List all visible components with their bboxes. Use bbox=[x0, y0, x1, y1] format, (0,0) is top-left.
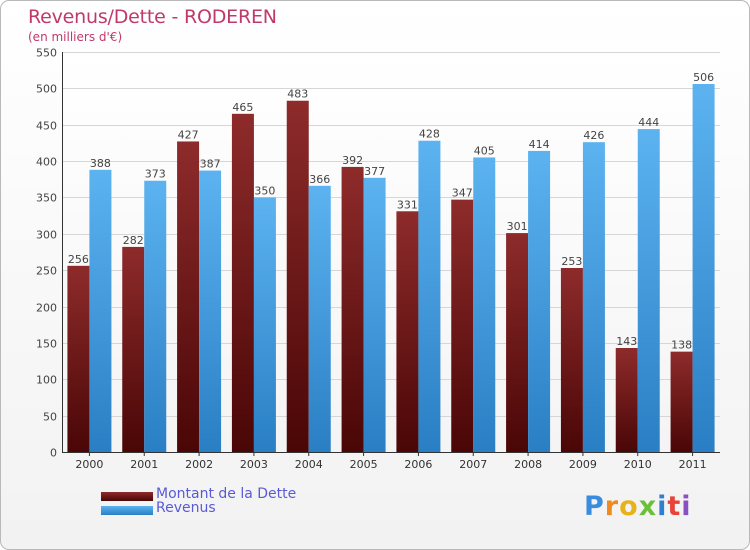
logo-letter: P bbox=[584, 491, 605, 522]
logo-letter: i bbox=[681, 491, 692, 522]
y-tick-label: 500 bbox=[36, 83, 57, 96]
bar-revenue bbox=[199, 170, 222, 452]
plot-background bbox=[62, 52, 720, 452]
bar-debt bbox=[286, 100, 309, 453]
x-tick-label: 2002 bbox=[185, 458, 213, 471]
bar-debt bbox=[231, 113, 254, 453]
data-label-revenue: 506 bbox=[693, 71, 714, 84]
x-tick-label: 2005 bbox=[350, 458, 378, 471]
data-label-revenue: 388 bbox=[90, 157, 111, 170]
bar-revenue bbox=[308, 185, 331, 452]
bar-revenue bbox=[144, 180, 167, 452]
x-tick-label: 2006 bbox=[404, 458, 432, 471]
x-tick-label: 2001 bbox=[130, 458, 158, 471]
data-label-debt: 301 bbox=[507, 220, 528, 233]
legend-label-revenue: Revenus bbox=[156, 500, 216, 516]
logo-letter: o bbox=[619, 491, 639, 522]
y-tick-label: 300 bbox=[36, 229, 57, 242]
bar-debt bbox=[122, 246, 145, 452]
x-tick-label: 2009 bbox=[569, 458, 597, 471]
data-label-revenue: 444 bbox=[638, 116, 659, 129]
bar-debt bbox=[670, 351, 693, 452]
data-label-debt: 138 bbox=[671, 339, 692, 352]
x-tick-label: 2004 bbox=[295, 458, 323, 471]
data-label-revenue: 405 bbox=[474, 144, 495, 157]
y-tick-label: 400 bbox=[36, 156, 57, 169]
bar-debt bbox=[341, 166, 364, 452]
y-tick-label: 100 bbox=[36, 374, 57, 387]
bar-revenue bbox=[637, 129, 660, 452]
x-tick-label: 2003 bbox=[240, 458, 268, 471]
y-tick-label: 550 bbox=[36, 47, 57, 60]
data-label-revenue: 373 bbox=[145, 168, 166, 181]
chart-subtitle: (en milliers d'€) bbox=[28, 30, 123, 44]
bar-revenue bbox=[582, 142, 605, 452]
proxiti-logo: Proxiti bbox=[584, 491, 692, 522]
y-tick-label: 350 bbox=[36, 192, 57, 205]
data-label-debt: 465 bbox=[232, 101, 253, 114]
data-label-debt: 392 bbox=[342, 154, 363, 167]
bar-debt bbox=[451, 199, 474, 452]
y-tick-label: 150 bbox=[36, 338, 57, 351]
bar-debt bbox=[506, 233, 529, 452]
data-label-revenue: 428 bbox=[419, 128, 440, 141]
y-tick-label: 0 bbox=[50, 447, 57, 460]
bar-debt bbox=[560, 268, 583, 452]
bar-revenue bbox=[528, 150, 551, 452]
bar-debt bbox=[177, 141, 200, 453]
data-label-debt: 282 bbox=[123, 234, 144, 247]
bar-revenue bbox=[253, 197, 276, 452]
data-label-debt: 256 bbox=[68, 253, 89, 266]
data-label-revenue: 426 bbox=[583, 129, 604, 142]
x-tick-label: 2011 bbox=[679, 458, 707, 471]
x-tick-label: 2010 bbox=[624, 458, 652, 471]
logo-letter: t bbox=[667, 491, 682, 522]
logo-letter: x bbox=[638, 491, 658, 522]
data-label-debt: 253 bbox=[561, 255, 582, 268]
data-label-debt: 427 bbox=[178, 128, 199, 141]
data-label-debt: 143 bbox=[616, 335, 637, 348]
bars bbox=[67, 84, 715, 453]
bar-debt bbox=[615, 348, 638, 452]
data-label-revenue: 350 bbox=[254, 184, 275, 197]
legend-label-debt: Montant de la Dette bbox=[156, 486, 297, 502]
bar-revenue bbox=[692, 84, 715, 452]
bar-debt bbox=[396, 211, 419, 452]
x-tick-label: 2007 bbox=[459, 458, 487, 471]
axes: 0 50 100 150 200 250 300 350 400 450 500 550 2000 200… bbox=[36, 47, 720, 471]
y-tick-label: 450 bbox=[36, 120, 57, 133]
data-label-revenue: 366 bbox=[309, 173, 330, 186]
data-label-debt: 483 bbox=[287, 88, 308, 101]
grid-lines bbox=[62, 52, 720, 453]
bar-revenue bbox=[418, 140, 441, 452]
chart-title: Revenus/Dette - RODEREN bbox=[28, 6, 277, 28]
legend-swatch-debt bbox=[101, 492, 153, 501]
legend-swatch-revenue bbox=[101, 506, 153, 515]
bar-debt bbox=[67, 265, 90, 452]
data-label-revenue: 387 bbox=[200, 158, 221, 171]
data-label-debt: 347 bbox=[452, 187, 473, 200]
y-tick-label: 250 bbox=[36, 265, 57, 278]
y-tick-label: 200 bbox=[36, 302, 57, 315]
x-tick-label: 2008 bbox=[514, 458, 542, 471]
logo-letter: i bbox=[657, 491, 668, 522]
bar-revenue bbox=[473, 157, 496, 453]
logo-letter: r bbox=[604, 491, 620, 522]
data-label-revenue: 414 bbox=[529, 138, 550, 151]
y-tick-label: 50 bbox=[43, 411, 57, 424]
data-label-debt: 331 bbox=[397, 198, 418, 211]
bar-revenue bbox=[363, 177, 386, 452]
x-tick-label: 2000 bbox=[75, 458, 103, 471]
data-label-revenue: 377 bbox=[364, 165, 385, 178]
bar-revenue bbox=[89, 169, 112, 452]
